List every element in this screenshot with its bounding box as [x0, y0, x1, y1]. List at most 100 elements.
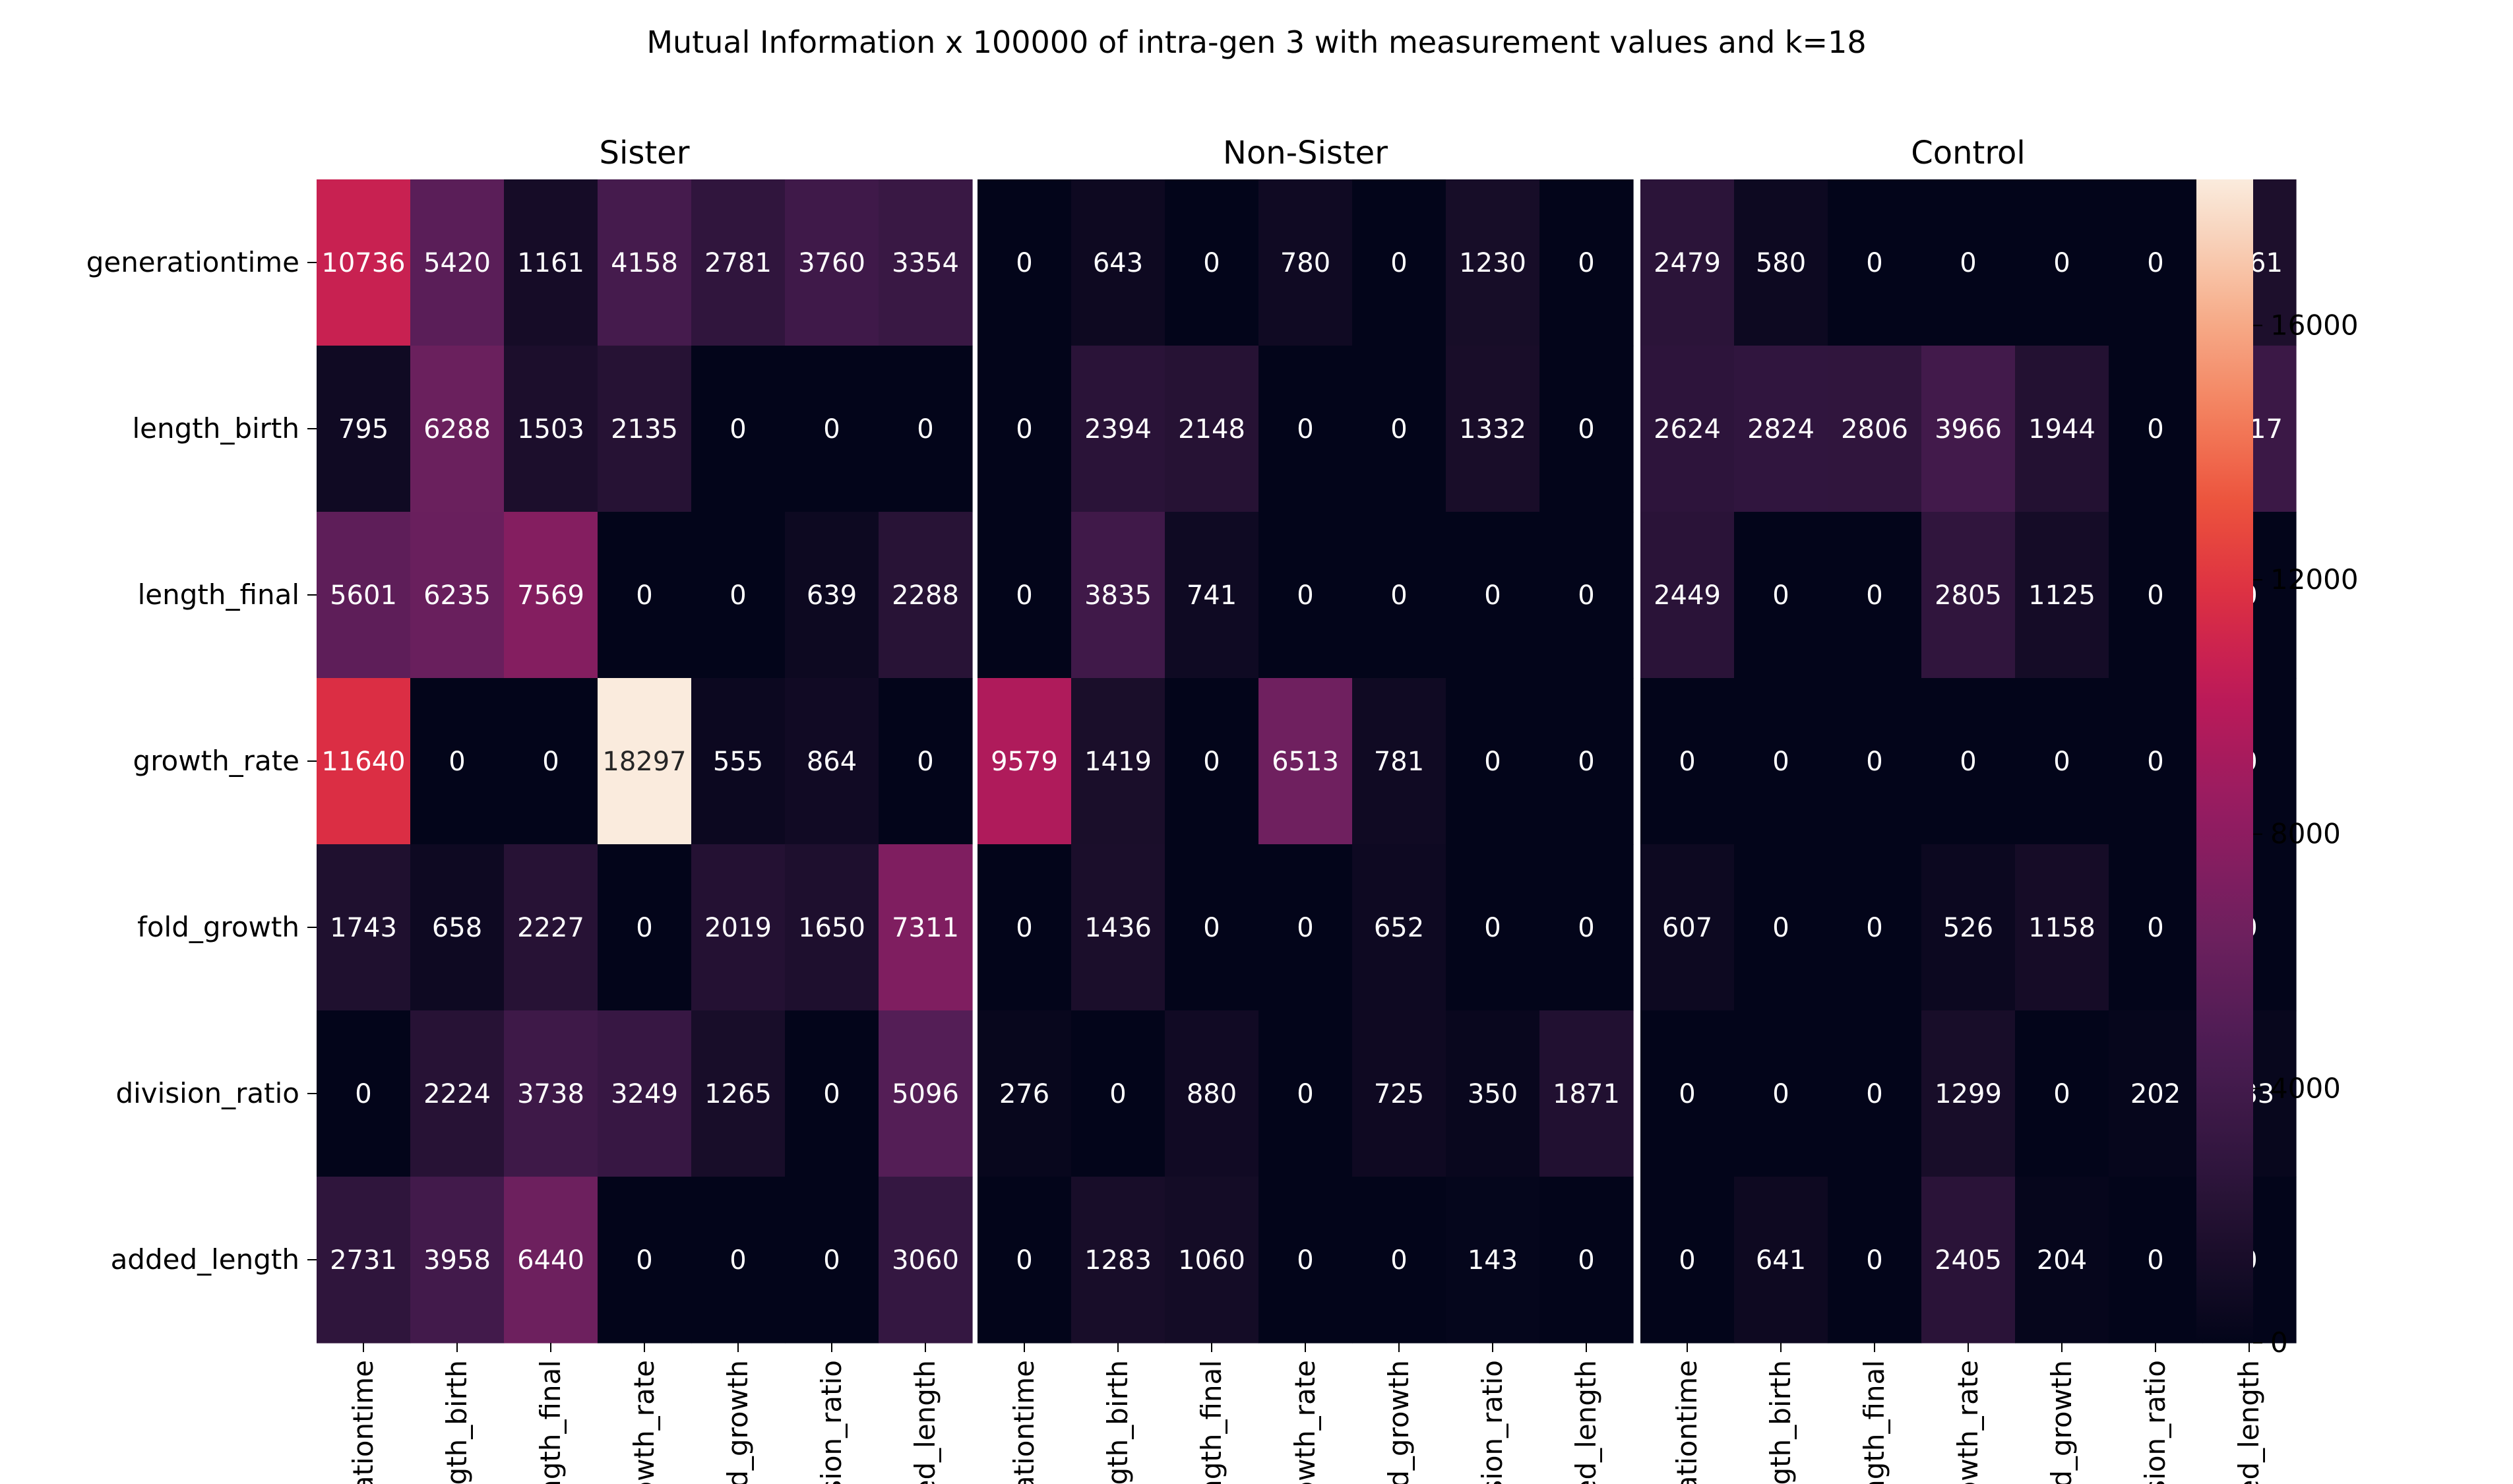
cell-value-label: 795: [338, 414, 388, 445]
cell-value-label: 204: [2037, 1245, 2087, 1276]
cell-value-label: 3738: [517, 1079, 584, 1109]
heatmap-cell: [2015, 678, 2109, 845]
x-tick-label: rationtime: [1671, 1360, 1703, 1484]
cell-value-label: 0: [1016, 913, 1032, 943]
cell-value-label: 0: [729, 580, 746, 611]
heatmap-cell: [1640, 844, 1735, 1011]
cell-value-label: 2224: [423, 1079, 491, 1109]
heatmap-cell: [410, 346, 505, 512]
heatmap-cell: [2015, 844, 2109, 1011]
x-tick-label: old_growth: [722, 1360, 754, 1484]
x-tick-label: ision_ratio: [2139, 1360, 2171, 1484]
cell-value-label: 1125: [2028, 580, 2095, 611]
heatmap-cell: [1921, 678, 2016, 845]
cell-value-label: 0: [1772, 580, 1789, 611]
cell-value-label: 0: [2053, 1079, 2070, 1109]
heatmap-cell: [1640, 1010, 1735, 1177]
row-label: fold_growth: [137, 911, 299, 943]
x-tick-label: rowth_rate: [1289, 1360, 1321, 1484]
heatmap-cell: [1071, 512, 1165, 679]
heatmap-cell: [410, 512, 505, 679]
cell-value-label: 2824: [1747, 414, 1815, 445]
heatmap-cell: [504, 346, 598, 512]
cell-value-label: 0: [2147, 248, 2163, 278]
heatmap-cell: [1539, 678, 1634, 845]
heatmap-cell: [1446, 346, 1540, 512]
cell-value-label: 0: [542, 747, 559, 777]
cell-value-label: 18297: [602, 747, 686, 777]
heatmap-cell: [1071, 844, 1165, 1011]
heatmap-cell: [2015, 512, 2109, 679]
row-label: length_birth: [132, 412, 299, 445]
cell-value-label: 0: [1203, 913, 1220, 943]
heatmap-cell: [977, 844, 1072, 1011]
row-label: division_ratio: [115, 1077, 299, 1109]
x-tick-label: ngth_birth: [441, 1360, 473, 1484]
cell-value-label: 725: [1374, 1079, 1424, 1109]
cell-value-label: 2805: [1935, 580, 2002, 611]
colorbar-gradient: [2196, 179, 2253, 1343]
cell-value-label: 0: [1679, 747, 1695, 777]
x-tick-label: ded_length: [1570, 1360, 1602, 1484]
heatmap-cell: [2015, 346, 2109, 512]
heatmap-cell: [317, 512, 411, 679]
heatmap-cell: [1640, 512, 1735, 679]
cell-value-label: 0: [1772, 913, 1789, 943]
heatmap-cell: [1539, 844, 1634, 1011]
cell-value-label: 3958: [423, 1245, 491, 1276]
heatmap-cell: [2109, 678, 2203, 845]
heatmap-cell: [1165, 346, 1259, 512]
row-label: length_final: [138, 578, 299, 611]
cell-value-label: 0: [1016, 580, 1032, 611]
cell-value-label: 0: [1866, 913, 1882, 943]
heatmap-cell: [1165, 512, 1259, 679]
cell-value-label: 0: [1866, 248, 1882, 278]
cell-value-label: 3249: [611, 1079, 678, 1109]
cell-value-label: 1436: [1084, 913, 1152, 943]
cell-value-label: 0: [2147, 913, 2163, 943]
heatmap-cell: [1734, 179, 1828, 346]
heatmap-cell: [1734, 512, 1828, 679]
cell-value-label: 0: [636, 1245, 652, 1276]
heatmap-cell: [1258, 678, 1353, 845]
heatmap-cell: [1165, 1010, 1259, 1177]
x-tick-label: ngth_birth: [1764, 1360, 1797, 1484]
heatmap-cell: [504, 844, 598, 1011]
cell-value-label: 1230: [1459, 248, 1526, 278]
heatmap-cell: [1539, 512, 1634, 679]
heatmap-cell: [1258, 179, 1353, 346]
heatmap-cell: [598, 678, 692, 845]
panel-title: Sister: [600, 135, 690, 171]
cell-value-label: 652: [1374, 913, 1424, 943]
cell-value-label: 864: [807, 747, 857, 777]
x-tick-label: rationtime: [347, 1360, 379, 1484]
heatmap-cell: [1352, 1177, 1446, 1344]
heatmap-cell: [1828, 512, 1922, 679]
heatmap-cell: [1640, 179, 1735, 346]
heatmap-cell: [1446, 844, 1540, 1011]
heatmap-cell: [1165, 678, 1259, 845]
heatmap-cell: [1165, 1177, 1259, 1344]
cell-value-label: 276: [999, 1079, 1049, 1109]
cell-value-label: 0: [449, 747, 465, 777]
heatmap-cell: [317, 844, 411, 1011]
cell-value-label: 2624: [1654, 414, 1721, 445]
heatmap-cell: [504, 179, 598, 346]
x-tick-label: ision_ratio: [1476, 1360, 1508, 1484]
cell-value-label: 555: [713, 747, 763, 777]
heatmap-cell: [1921, 1177, 2016, 1344]
cell-value-label: 0: [1866, 747, 1882, 777]
cell-value-label: 880: [1187, 1079, 1237, 1109]
heatmap-cell: [691, 1010, 786, 1177]
colorbar-tick-label: 16000: [2270, 309, 2359, 341]
cell-value-label: 0: [729, 1245, 746, 1276]
cell-value-label: 350: [1468, 1079, 1518, 1109]
heatmap-cell: [1446, 179, 1540, 346]
panel-sister: Sister 10736 5420 1161 4158 2781 3760 3354 795 62…: [317, 135, 973, 1484]
colorbar: 0 4000 8000 12000 16000: [2196, 179, 2359, 1359]
cell-value-label: 0: [823, 1245, 840, 1276]
heatmap-cell: [410, 678, 505, 845]
cell-value-label: 1650: [798, 913, 865, 943]
x-tick-label: ded_length: [909, 1360, 941, 1484]
cell-value-label: 0: [1390, 248, 1407, 278]
